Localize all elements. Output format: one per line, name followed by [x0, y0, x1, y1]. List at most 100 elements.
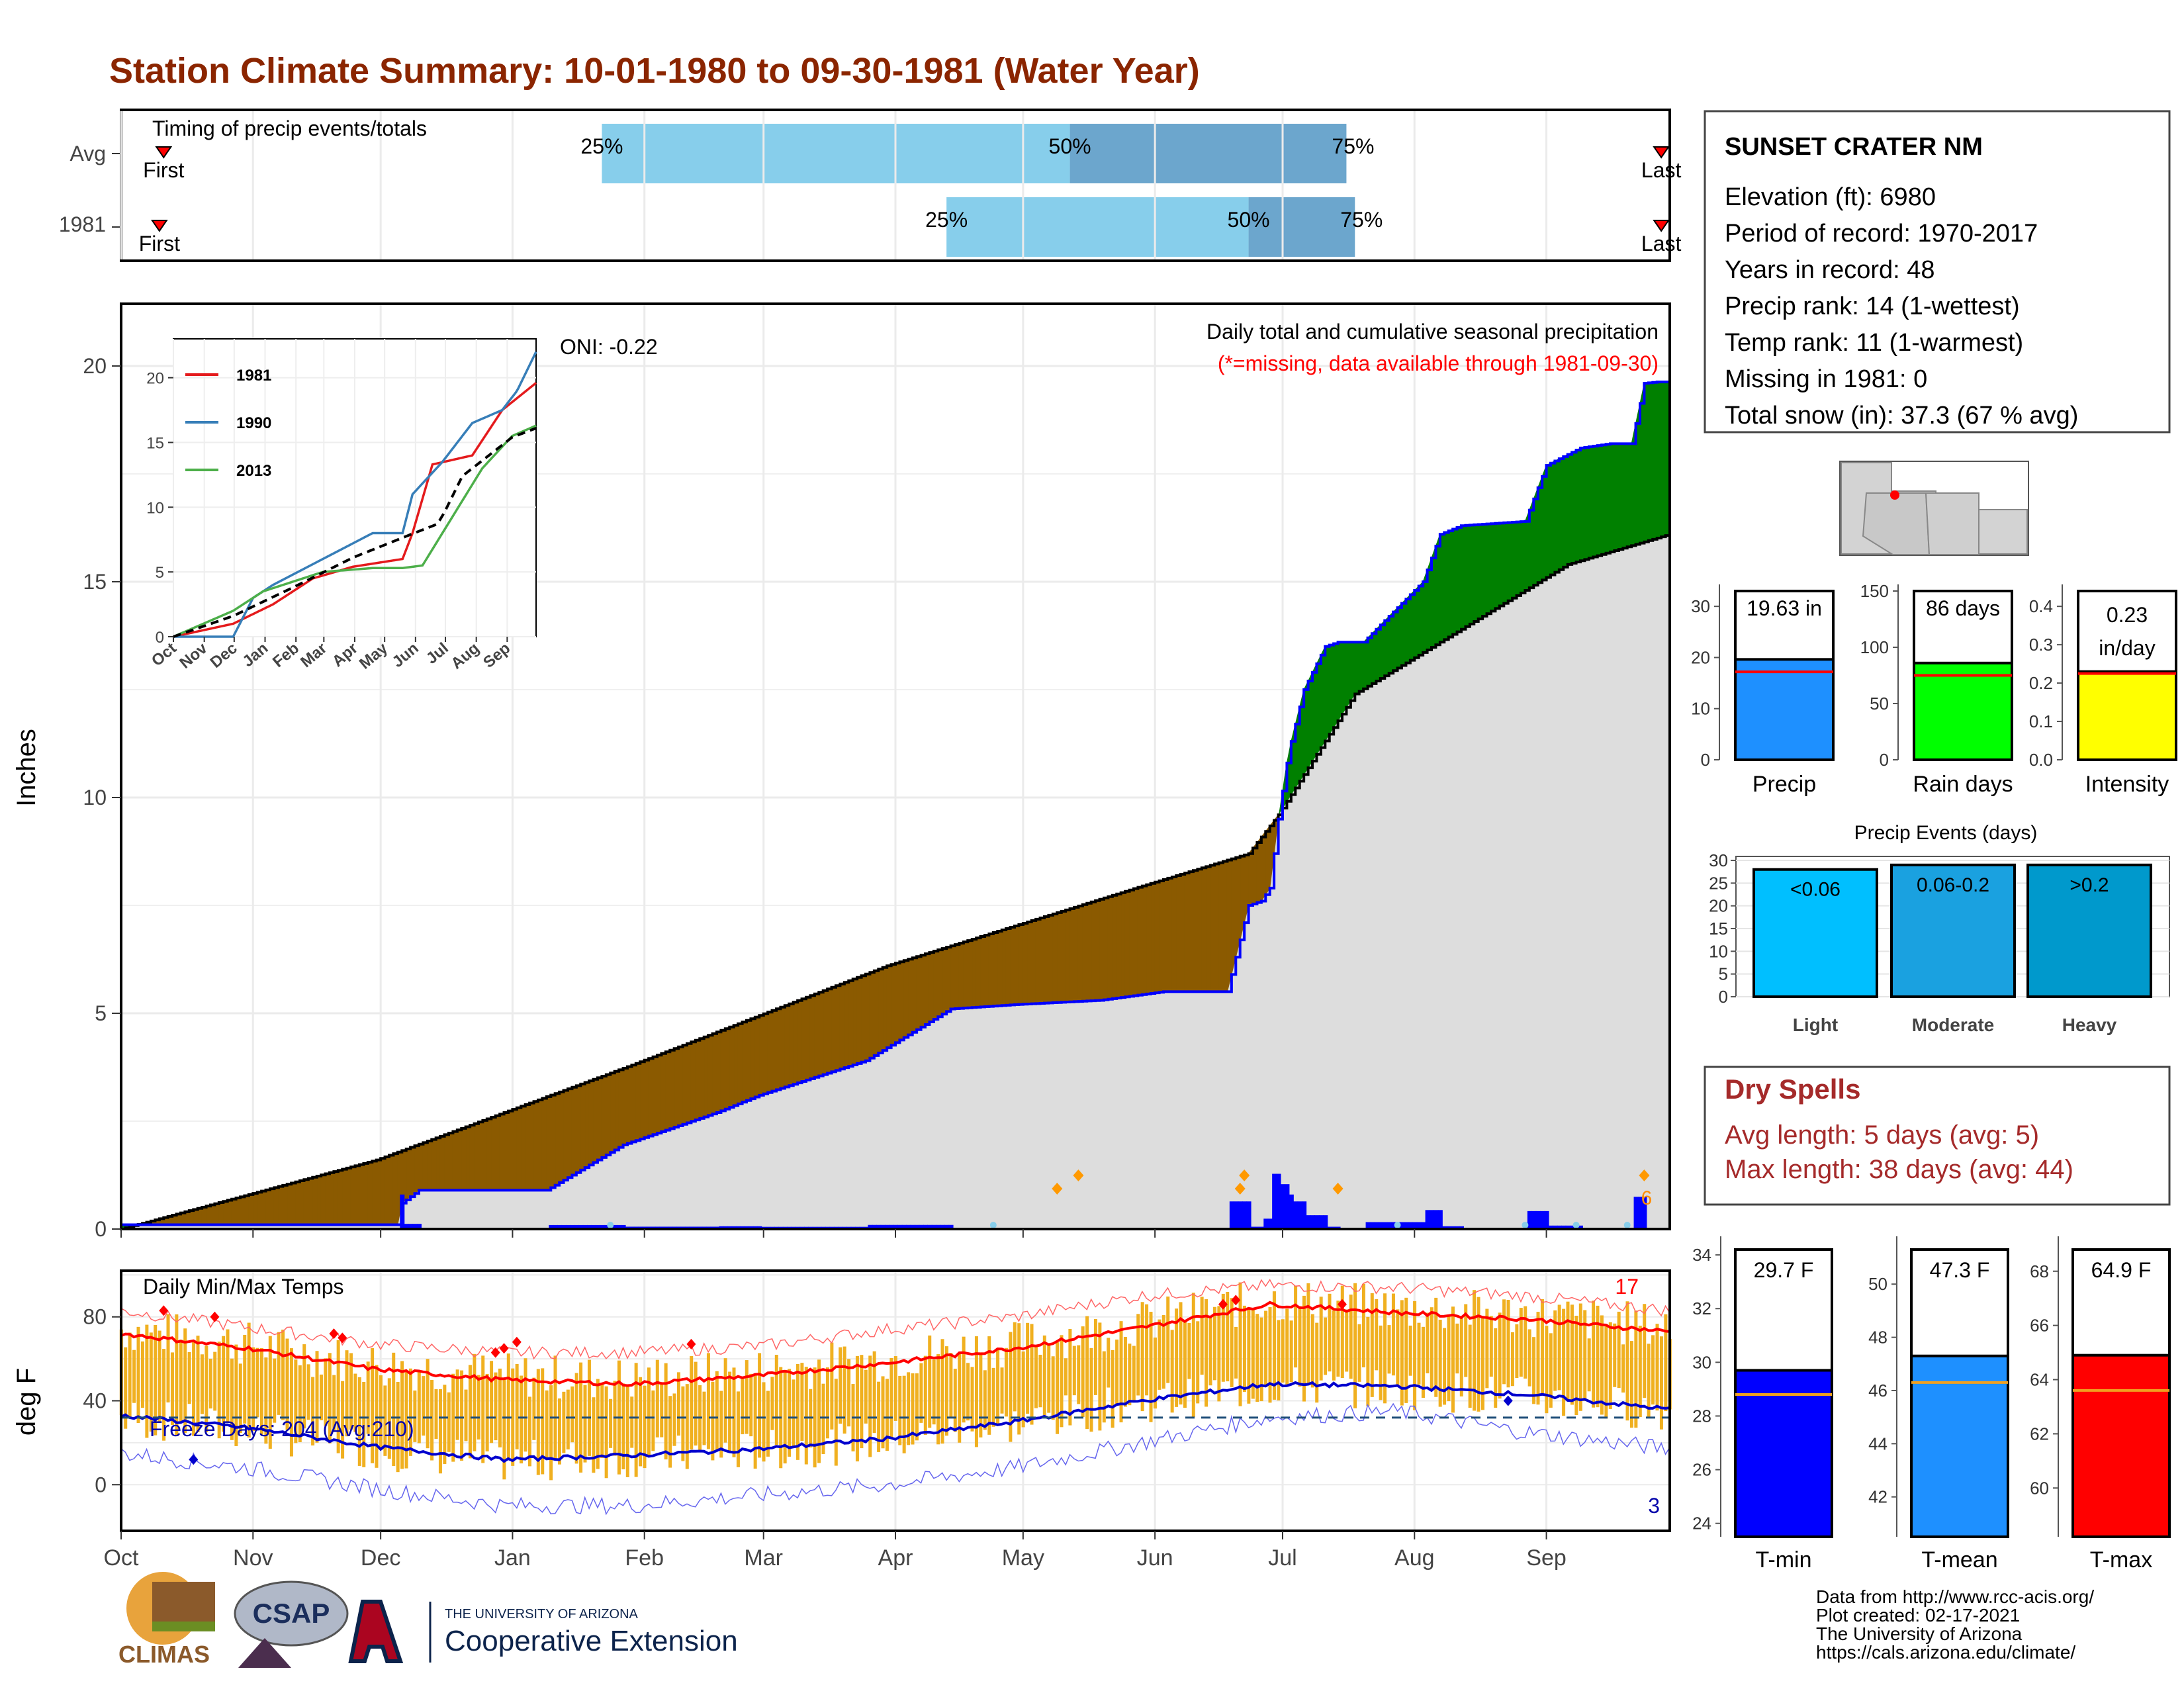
temp-panel-label: Daily Min/Max Temps: [143, 1275, 343, 1299]
temp-axis-tick-label: 50: [1868, 1274, 1888, 1294]
daily-temp-range-bar: [881, 1376, 885, 1449]
departure-area-segment: [490, 1115, 496, 1191]
daily-temp-range-bar: [1651, 1335, 1655, 1405]
departure-area-segment: [665, 1050, 670, 1131]
daily-temp-range-bar: [1259, 1317, 1263, 1402]
inset-line-average: [173, 427, 537, 638]
daily-temp-range-bar: [847, 1359, 851, 1427]
daily-temp-range-bar: [672, 1393, 676, 1446]
events-y-tick-label: 20: [1709, 896, 1728, 916]
daily-temp-range-bar: [783, 1370, 787, 1464]
departure-area-segment: [439, 1134, 445, 1191]
daily-temp-range-bar: [651, 1390, 655, 1451]
daily-temp-range-bar: [1608, 1322, 1612, 1409]
daily-temp-range-bar: [1230, 1298, 1234, 1387]
departure-area-segment: [265, 1188, 271, 1225]
departure-area-segment: [482, 1118, 488, 1191]
departure-area-segment: [414, 1144, 420, 1195]
record-high-marker-icon: [1231, 1295, 1241, 1306]
temp-axis-tick-label: 34: [1692, 1245, 1711, 1265]
daily-precip-bar: [1281, 1184, 1285, 1229]
credits: Data from http://www.rcc-acis.org/ Plot …: [1816, 1586, 2094, 1663]
events-y-tick-label: 10: [1709, 941, 1728, 961]
daily-temp-range-bar: [460, 1370, 464, 1461]
daily-temp-range-bar: [1060, 1335, 1064, 1428]
departure-area-segment: [1601, 443, 1607, 555]
daily-temp-range-bar: [1417, 1322, 1421, 1385]
daily-precip-bar: [1408, 1222, 1413, 1229]
daily-temp-range-bar: [485, 1373, 489, 1452]
daily-temp-range-bar: [506, 1353, 510, 1459]
departure-area-segment: [601, 1074, 607, 1158]
record-min-line: [120, 1402, 1670, 1516]
daily-precip-bar: [1527, 1211, 1532, 1229]
daily-temp-range-bar: [1170, 1330, 1174, 1413]
daily-temp-range-bar: [821, 1383, 825, 1454]
daily-precip-bar: [1391, 1222, 1396, 1229]
departure-area-segment: [533, 1099, 539, 1191]
departure-area-segment: [669, 1048, 675, 1130]
departure-area-segment: [869, 970, 875, 1059]
daily-temp-range-bar: [741, 1377, 745, 1435]
departure-area-segment: [236, 1196, 241, 1225]
departure-area-segment: [1159, 879, 1164, 993]
departure-area-segment: [639, 1060, 645, 1140]
daily-precip-bar: [1276, 1173, 1281, 1229]
daily-temp-range-bar: [1587, 1338, 1591, 1392]
departure-area-segment: [1418, 580, 1424, 656]
record-high-marker-icon: [329, 1328, 339, 1340]
daily-precip-bar: [553, 1224, 558, 1229]
daily-temp-range-bar: [1332, 1310, 1336, 1381]
daily-precip-bar: [1370, 1222, 1375, 1229]
departure-area-segment: [240, 1195, 245, 1225]
temp-axis-tick-label: 68: [2030, 1261, 2049, 1281]
daily-temp-range-bar: [375, 1365, 379, 1468]
summary-bar-label: Intensity: [2085, 772, 2169, 797]
month-axis: Oct Nov Dec Jan Feb Mar Apr May Jun Jul Aug Sep: [104, 1531, 1567, 1571]
daily-temp-range-bar: [1319, 1297, 1323, 1381]
daily-temp-range-bar: [1600, 1315, 1604, 1415]
daily-temp-range-bar: [974, 1336, 978, 1447]
daily-temp-range-bar: [715, 1371, 719, 1451]
departure-area-segment: [742, 1020, 747, 1103]
daily-temp-range-bar: [1519, 1308, 1523, 1377]
departure-area-segment: [1091, 900, 1096, 1001]
departure-area-segment: [746, 1018, 751, 1101]
daily-precip-bar: [923, 1224, 928, 1229]
departure-area-segment: [563, 1088, 569, 1181]
record-precip-marker-icon: [1639, 1169, 1650, 1181]
departure-area-segment: [1342, 641, 1347, 715]
departure-area-segment: [499, 1112, 505, 1191]
daily-temp-range-bar: [1234, 1326, 1238, 1379]
logos: CLIMAS CSAP THE UNIVERSITY OF ARIZONA Co…: [118, 1572, 738, 1668]
departure-area-segment: [355, 1164, 360, 1225]
departure-area-segment: [584, 1080, 590, 1168]
departure-area-segment: [937, 948, 943, 1018]
daily-precip-bar: [1638, 1197, 1643, 1229]
departure-area-segment: [597, 1075, 602, 1161]
departure-area-segment: [1129, 888, 1134, 997]
temp-axis-tick-label: 32: [1692, 1299, 1711, 1318]
departure-area-segment: [997, 929, 1003, 1007]
credit-url: https://cals.arizona.edu/climate/: [1816, 1642, 2075, 1663]
departure-area-segment: [1405, 594, 1411, 664]
departure-area-segment: [1201, 866, 1206, 992]
temp-panel: Daily Min/Max Temps Freeze Days: 204 (Av…: [12, 1269, 1672, 1571]
daily-temp-range-bar: [825, 1367, 829, 1439]
events-bar-range: <0.06: [1790, 879, 1841, 901]
departure-area-segment: [299, 1179, 304, 1225]
departure-area-segment: [631, 1063, 637, 1143]
daily-temp-range-bar: [817, 1359, 821, 1463]
daily-temp-range-bar: [860, 1355, 864, 1449]
departure-area-segment: [690, 1040, 696, 1122]
daily-temp-range-bar: [1038, 1354, 1042, 1408]
departure-area-segment: [699, 1036, 705, 1119]
daily-temp-range-bar: [1592, 1301, 1596, 1408]
daily-temp-range-bar: [196, 1336, 200, 1433]
departure-area-segment: [980, 935, 985, 1007]
temp-bar-T-mean: [1910, 1354, 2009, 1538]
departure-area-segment: [1163, 878, 1168, 992]
daily-temp-range-bar: [1387, 1325, 1391, 1374]
departure-area-segment: [903, 958, 909, 1038]
summary-axis-tick-label: 100: [1860, 637, 1889, 657]
